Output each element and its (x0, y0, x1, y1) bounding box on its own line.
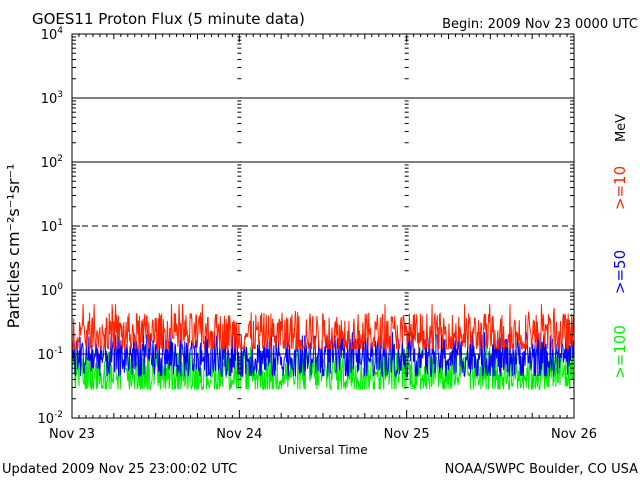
begin-date: Begin: 2009 Nov 23 0000 UTC (442, 17, 638, 32)
y-tick-labels: 10-2 10-1 100 101 102 103 104 (37, 26, 63, 427)
x-tick-label: Nov 26 (551, 427, 597, 442)
y-tick-label: 104 (41, 26, 64, 43)
plot-frame (71, 33, 575, 419)
data-series (71, 304, 575, 392)
legend-label-50: >=50 (611, 250, 629, 294)
y-tick-label: 102 (41, 154, 63, 171)
x-tick-label: Nov 25 (384, 427, 430, 442)
y-tick-label: 100 (41, 282, 64, 299)
legend: >=100 >=50 >=10 MeV (611, 114, 629, 379)
x-tick-label: Nov 23 (49, 427, 95, 442)
y-axis-label: Particles cm⁻²s⁻¹sr⁻¹ (4, 164, 23, 329)
series-line-10 (71, 304, 575, 351)
chart-title: GOES11 Proton Flux (5 minute data) (32, 10, 305, 28)
legend-label-100: >=100 (611, 325, 629, 379)
x-axis-label: Universal Time (278, 443, 367, 457)
legend-label-10: >=10 (611, 166, 629, 210)
y-tick-label: 10-1 (37, 346, 63, 363)
y-tick-label: 103 (41, 90, 63, 107)
x-tick-label: Nov 24 (216, 427, 262, 442)
y-tick-label: 101 (41, 218, 63, 235)
x-tick-labels: Nov 23 Nov 24 Nov 25 Nov 26 (49, 427, 597, 442)
updated-timestamp: Updated 2009 Nov 25 23:00:02 UTC (2, 462, 237, 477)
legend-unit: MeV (614, 114, 629, 142)
y-tick-label: 10-2 (37, 410, 63, 427)
credit-text: NOAA/SWPC Boulder, CO USA (445, 462, 638, 477)
series-line-50 (71, 331, 575, 378)
